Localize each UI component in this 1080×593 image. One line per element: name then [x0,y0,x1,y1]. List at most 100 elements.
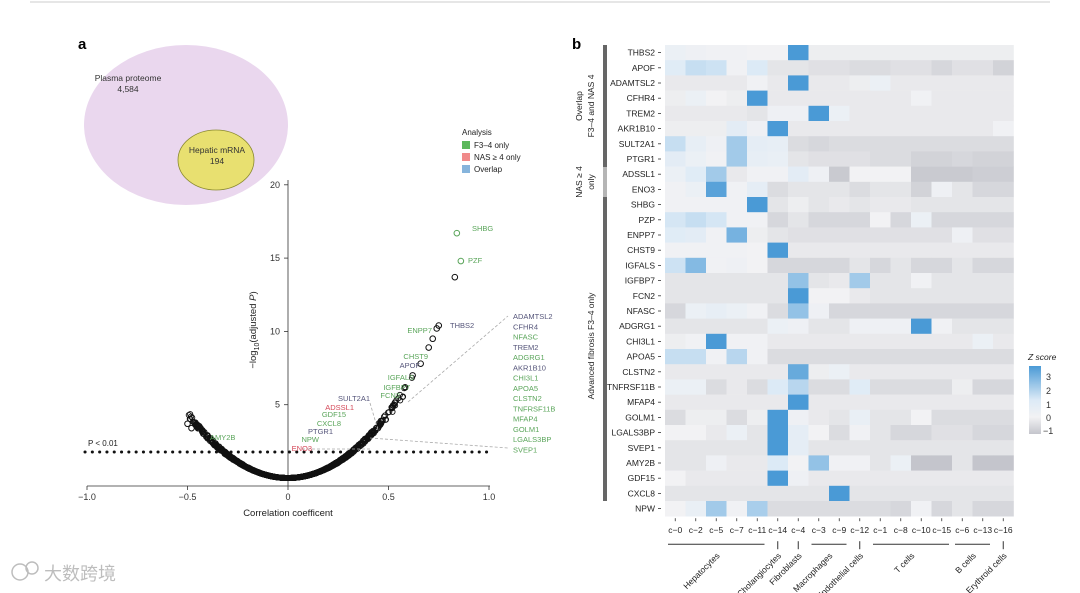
heatmap-cell [706,364,727,380]
heatmap-cell [685,470,707,487]
heatmap-cell [808,455,830,471]
point-label-pzf: PZF [468,256,483,265]
row-label: FCN2 [633,291,655,301]
heatmap-cell [808,181,830,198]
heatmap-cell [870,105,891,122]
heatmap-cell [890,349,912,365]
heatmap-cell [849,45,871,61]
heatmap-cell [788,257,809,274]
heatmap-cell [870,121,891,137]
heatmap-cell [726,197,748,213]
heatmap-cell [870,288,891,304]
heatmap-cell [993,212,1014,228]
heatmap-cell [993,75,1014,91]
data-point [330,461,337,468]
heatmap-cell [931,485,953,502]
heatmap-cell [931,45,953,61]
heatmap-cell [808,425,830,441]
heatmap-cell [870,181,891,198]
heatmap-cell [747,212,768,228]
heatmap-cell [788,318,809,335]
heatmap-cell [870,501,891,517]
data-point [238,461,245,468]
heatmap-cell [665,75,686,91]
heatmap-cell [665,60,686,76]
point-label-chst9: CHST9 [403,352,428,361]
heatmap-cell [685,60,707,76]
heatmap-cell [808,136,830,152]
heatmap-cell [767,212,789,228]
heatmap-cell [993,151,1014,167]
colorbar-tick-0: 0 [1046,413,1051,423]
zscore-colorbar: Z score 3 2 1 0 −1 [1027,352,1057,436]
column-group-label: B cells [953,551,978,576]
heatmap-cell [829,333,850,350]
heatmap-cell [706,273,727,289]
heatmap-cell [747,379,768,395]
x-axis-label: Correlation coefficent [243,508,333,519]
heatmap-cell [665,470,686,487]
column-label: c−1 [873,525,887,535]
heatmap-cell [788,440,809,456]
heatmap-cell [747,288,768,304]
heatmap-cell [665,181,686,198]
heatmap-cell [706,440,727,456]
heatmap-cell [931,90,953,107]
row-group-annotations: Overlap F3–4 and NAS 4 NAS ≥ 4 only Adva… [574,45,607,501]
heatmap-cell [808,470,830,487]
heatmap-cell [767,45,789,61]
heatmap-cell [993,303,1014,319]
heatmap-cell [665,227,686,243]
watermark-logo-icon-2 [25,561,39,575]
heatmap-cell [747,455,768,471]
heatmap-cell [685,45,707,61]
heatmap-cell [808,242,830,259]
heatmap-cell [788,379,809,395]
heatmap-cell [747,303,768,319]
heatmap-cell [665,409,686,426]
callout-label-akr1b10: AKR1B10 [513,363,546,372]
data-point [341,453,349,460]
heatmap-cell [849,364,871,380]
heatmap-cell [726,425,748,441]
heatmap-cell [972,151,994,167]
heatmap-cell [665,136,686,152]
heatmap-cell [829,166,850,183]
data-point [451,273,459,281]
heatmap-cell [726,333,748,350]
heatmap-cell [993,501,1014,517]
heatmap-cell [726,364,748,380]
column-label: c−2 [689,525,703,535]
heatmap-cell [726,288,748,304]
heatmap-cell [829,303,850,319]
heatmap-cell [808,501,830,517]
heatmap-cell [747,364,768,380]
watermark-text: 大数跨境 [44,564,116,584]
heatmap-cell [685,288,707,304]
heatmap-cell [952,394,973,411]
heatmap-cell [972,166,994,183]
group-label-advanced: Advanced fibrosis F3–4 only [586,292,596,400]
heatmap-cell [952,288,973,304]
data-point [312,470,320,477]
heatmap-cell [767,151,789,167]
heatmap-cell [849,257,871,274]
data-point [321,466,328,473]
heatmap-cell [952,90,973,107]
heatmap-cell [993,288,1014,304]
panel-a-letter: a [78,36,87,53]
data-point [373,424,380,431]
heatmap-cell [931,364,953,380]
heatmap-cell [972,227,994,243]
heatmap-cell [870,45,891,61]
heatmap-cell [726,212,748,228]
heatmap-cell [685,485,707,502]
point-label-shbg: SHBG [472,224,493,233]
heatmap-cell [829,349,850,365]
heatmap-cell [665,105,686,122]
y-tick-label: 15 [270,253,280,263]
heatmap-cell [931,288,953,304]
heatmap-cell [890,227,912,243]
heatmap-cell [685,212,707,228]
heatmap-cell [685,440,707,456]
